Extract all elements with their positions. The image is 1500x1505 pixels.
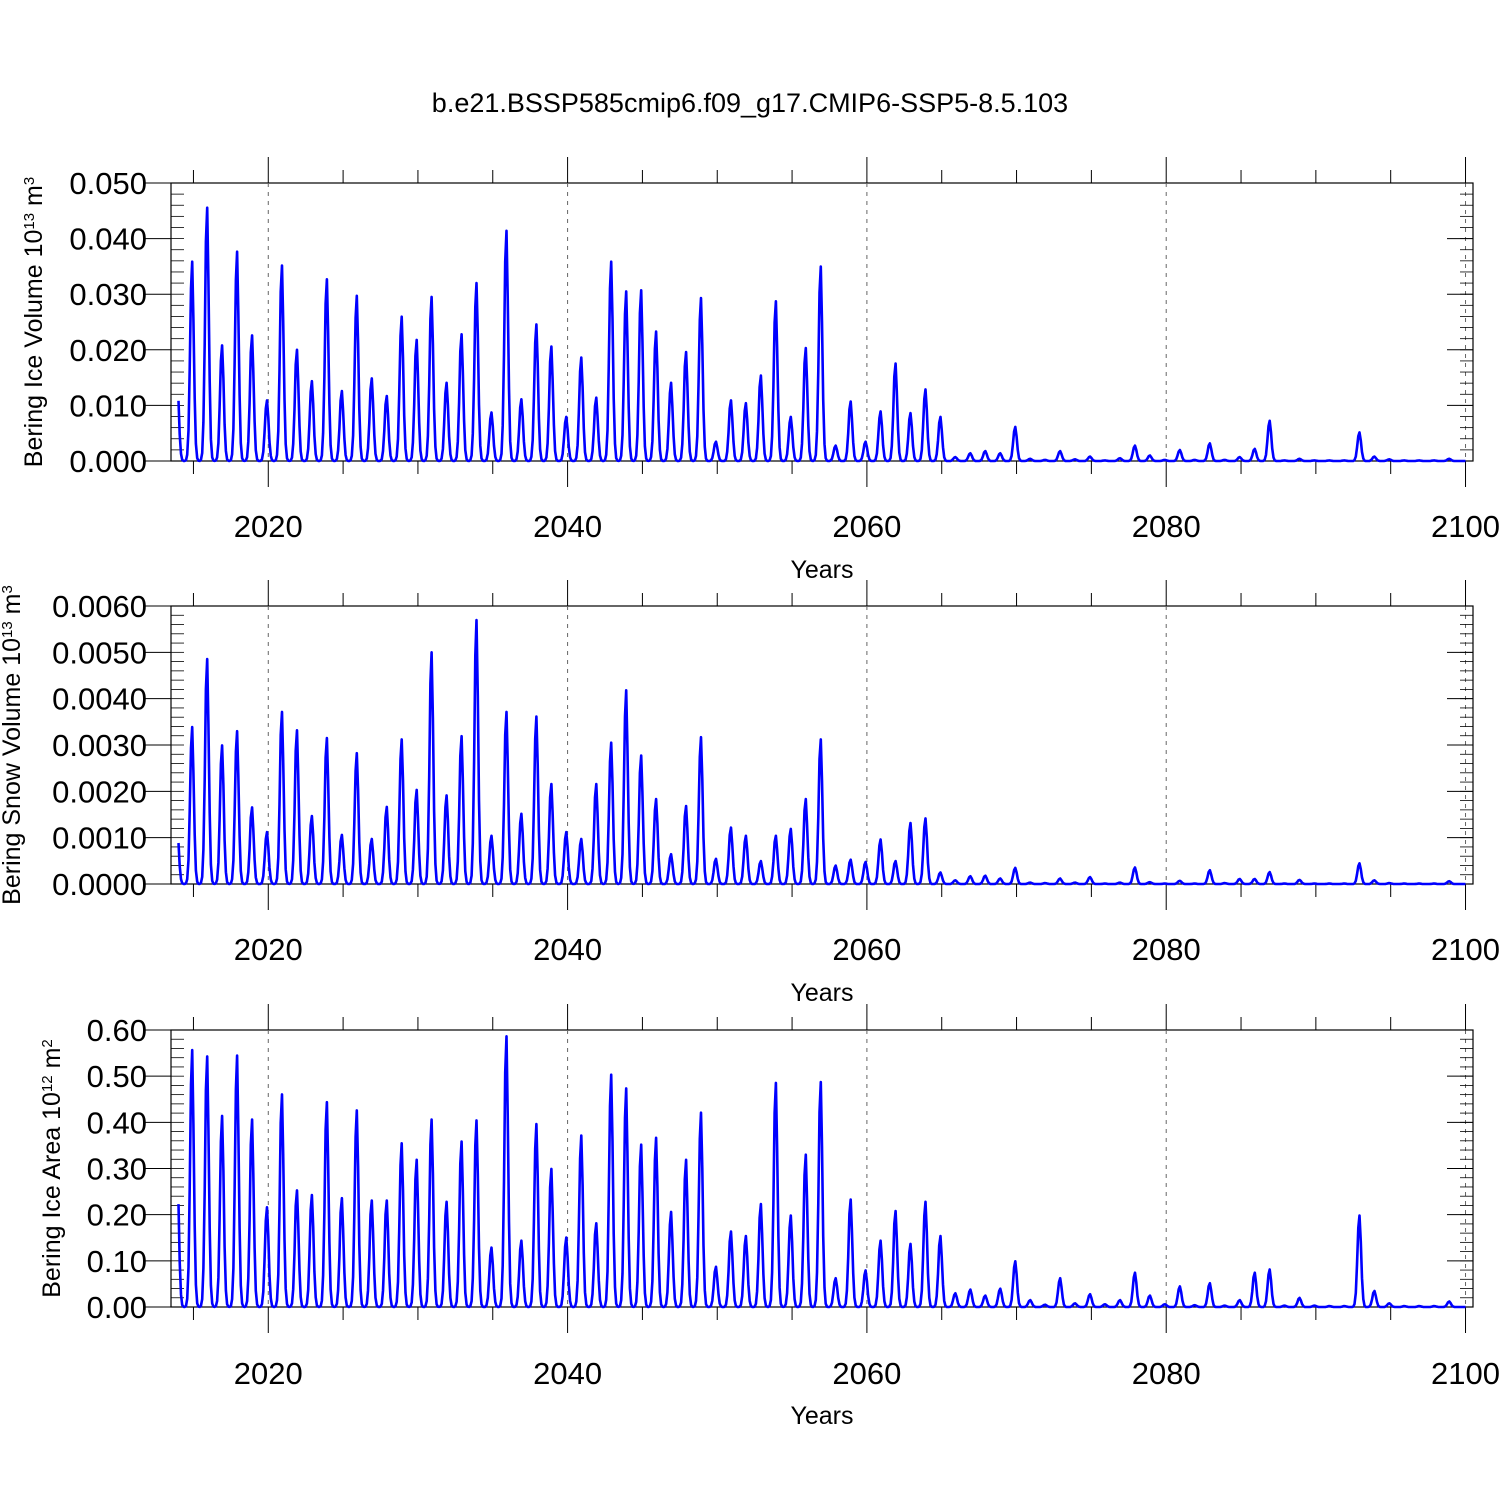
y-tick-label: 0.050 [69, 166, 147, 201]
x-axis-label: Years [790, 556, 853, 584]
chart-panel-2: 2020 2040 2060 2080 2100 0.0000 0.0010 0.0020 0.… [0, 580, 1500, 1007]
x-tick-label: 2060 [832, 1356, 901, 1391]
y-axis-label: Bering Ice Volume 1013 m3 [20, 177, 48, 467]
y-tick-label: 0.000 [69, 444, 147, 479]
y-tick-label: 0.040 [69, 222, 147, 257]
y-tick-label: 0.0050 [52, 635, 147, 670]
y-tick-label: 0.0020 [52, 774, 147, 809]
y-tick-label: 0.30 [87, 1152, 147, 1187]
x-tick-label: 2100 [1431, 932, 1500, 967]
data-series-line [177, 618, 1466, 886]
y-tick-label: 0.0010 [52, 821, 147, 856]
x-axis-label: Years [790, 1402, 853, 1430]
y-tick-label: 0.10 [87, 1244, 147, 1279]
y-tick-label: 0.020 [69, 333, 147, 368]
y-tick-label: 0.010 [69, 388, 147, 423]
y-tick-label: 0.0000 [52, 867, 147, 902]
x-axis-label: Years [790, 979, 853, 1007]
x-tick-label: 2040 [533, 509, 602, 544]
x-tick-label: 2060 [832, 509, 901, 544]
x-tick-label: 2080 [1132, 509, 1201, 544]
y-axis-label: Bering Ice Area 1012 m2 [38, 1039, 66, 1298]
y-tick-label: 0.0040 [52, 682, 147, 717]
data-series-line [177, 206, 1466, 463]
x-tick-label: 2060 [832, 932, 901, 967]
plot-frame [170, 182, 1474, 462]
y-tick-label: 0.0060 [52, 589, 147, 624]
x-tick-label: 2040 [533, 1356, 602, 1391]
x-tick-label: 2100 [1431, 1356, 1500, 1391]
data-series-line [177, 1035, 1466, 1309]
y-tick-label: 0.0030 [52, 728, 147, 763]
y-tick-label: 0.030 [69, 277, 147, 312]
y-tick-label: 0.50 [87, 1059, 147, 1094]
chart-panel-1: 2020 2040 2060 2080 2100 0.000 0.010 0.020 0.030… [20, 157, 1500, 584]
x-tick-label: 2100 [1431, 509, 1500, 544]
x-tick-label: 2020 [234, 1356, 303, 1391]
chart-panel-3: 2020 2040 2060 2080 2100 0.00 0.10 0.20 0.30 0.40… [38, 1004, 1500, 1430]
x-tick-label: 2020 [234, 509, 303, 544]
y-tick-label: 0.00 [87, 1290, 147, 1325]
x-tick-label: 2080 [1132, 932, 1201, 967]
x-tick-label: 2080 [1132, 1356, 1201, 1391]
y-tick-label: 0.60 [87, 1013, 147, 1048]
y-axis-label: Bering Snow Volume 1013 m3 [0, 585, 26, 905]
y-tick-label: 0.20 [87, 1198, 147, 1233]
figure-title: b.e21.BSSP585cmip6.f09_g17.CMIP6-SSP5-8.… [431, 88, 1069, 118]
y-tick-label: 0.40 [87, 1105, 147, 1140]
x-tick-label: 2040 [533, 932, 602, 967]
x-tick-label: 2020 [234, 932, 303, 967]
